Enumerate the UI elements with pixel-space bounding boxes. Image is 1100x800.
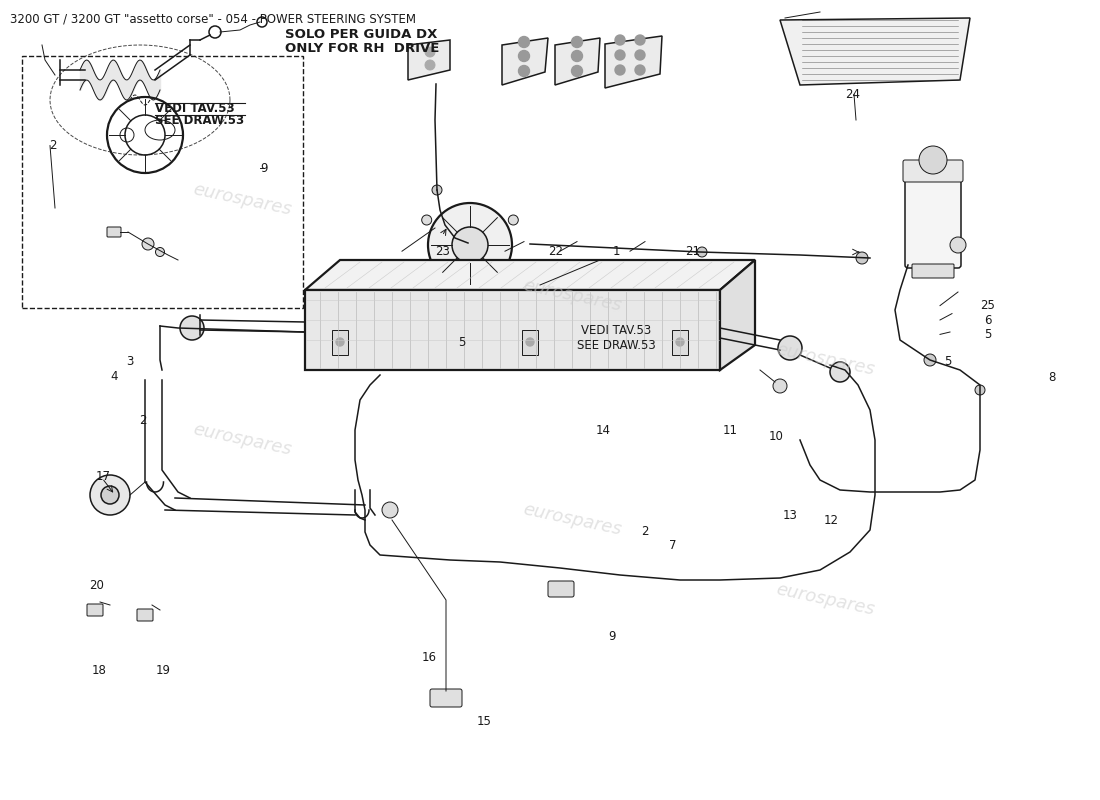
Text: 10: 10 bbox=[769, 430, 784, 442]
Circle shape bbox=[778, 336, 802, 360]
Circle shape bbox=[773, 379, 786, 393]
Circle shape bbox=[615, 65, 625, 75]
Text: 5: 5 bbox=[984, 328, 991, 341]
FancyBboxPatch shape bbox=[672, 330, 688, 355]
Circle shape bbox=[421, 215, 431, 225]
FancyBboxPatch shape bbox=[912, 264, 954, 278]
Text: 14: 14 bbox=[595, 424, 610, 437]
Text: 1: 1 bbox=[613, 245, 619, 258]
Text: 19: 19 bbox=[155, 664, 170, 677]
Circle shape bbox=[382, 502, 398, 518]
Text: 3200 GT / 3200 GT "assetto corse" - 054 - POWER STEERING SYSTEM: 3200 GT / 3200 GT "assetto corse" - 054 … bbox=[10, 12, 416, 25]
Circle shape bbox=[615, 35, 625, 45]
Text: SOLO PER GUIDA DX: SOLO PER GUIDA DX bbox=[285, 28, 438, 41]
Text: 9: 9 bbox=[261, 162, 267, 174]
Circle shape bbox=[526, 338, 534, 346]
FancyBboxPatch shape bbox=[548, 581, 574, 597]
Text: eurospares: eurospares bbox=[774, 581, 876, 619]
Text: 2: 2 bbox=[140, 414, 146, 427]
FancyBboxPatch shape bbox=[903, 160, 962, 182]
Polygon shape bbox=[605, 36, 662, 88]
Text: 16: 16 bbox=[421, 651, 437, 664]
Text: ONLY FOR RH  DRIVE: ONLY FOR RH DRIVE bbox=[285, 42, 439, 55]
FancyBboxPatch shape bbox=[430, 689, 462, 707]
Text: 13: 13 bbox=[782, 509, 797, 522]
Polygon shape bbox=[305, 260, 755, 290]
Text: 24: 24 bbox=[845, 88, 860, 101]
FancyBboxPatch shape bbox=[138, 609, 153, 621]
Text: 15: 15 bbox=[476, 715, 492, 728]
Circle shape bbox=[518, 50, 529, 62]
Polygon shape bbox=[780, 18, 970, 85]
Text: 4: 4 bbox=[111, 370, 118, 382]
FancyBboxPatch shape bbox=[905, 172, 961, 268]
Polygon shape bbox=[720, 260, 755, 370]
Text: SEE DRAW.53: SEE DRAW.53 bbox=[155, 114, 244, 127]
Circle shape bbox=[452, 227, 488, 263]
Circle shape bbox=[508, 215, 518, 225]
FancyBboxPatch shape bbox=[87, 604, 103, 616]
Circle shape bbox=[155, 247, 165, 257]
Polygon shape bbox=[502, 38, 548, 85]
Circle shape bbox=[918, 146, 947, 174]
Text: 6: 6 bbox=[984, 314, 991, 326]
FancyBboxPatch shape bbox=[522, 330, 538, 355]
Text: eurospares: eurospares bbox=[521, 277, 623, 315]
Text: 23: 23 bbox=[434, 245, 450, 258]
Circle shape bbox=[518, 37, 529, 47]
Text: 17: 17 bbox=[96, 470, 111, 483]
FancyBboxPatch shape bbox=[332, 330, 348, 355]
Text: 5: 5 bbox=[945, 355, 952, 368]
Circle shape bbox=[635, 35, 645, 45]
Circle shape bbox=[950, 237, 966, 253]
Circle shape bbox=[635, 50, 645, 60]
Text: eurospares: eurospares bbox=[521, 501, 623, 539]
Circle shape bbox=[924, 354, 936, 366]
Circle shape bbox=[697, 247, 707, 257]
Text: 18: 18 bbox=[91, 664, 107, 677]
Text: 3: 3 bbox=[126, 355, 133, 368]
Text: 21: 21 bbox=[685, 245, 701, 258]
FancyBboxPatch shape bbox=[107, 227, 121, 237]
Circle shape bbox=[975, 385, 984, 395]
Polygon shape bbox=[556, 38, 600, 85]
Text: 22: 22 bbox=[548, 245, 563, 258]
Circle shape bbox=[830, 362, 850, 382]
Circle shape bbox=[856, 252, 868, 264]
Circle shape bbox=[635, 65, 645, 75]
Text: 9: 9 bbox=[608, 630, 615, 642]
Text: eurospares: eurospares bbox=[774, 341, 876, 379]
Text: 7: 7 bbox=[670, 539, 676, 552]
Circle shape bbox=[432, 185, 442, 195]
Text: eurospares: eurospares bbox=[191, 181, 293, 219]
Circle shape bbox=[90, 475, 130, 515]
Text: eurospares: eurospares bbox=[191, 421, 293, 459]
Circle shape bbox=[615, 50, 625, 60]
Text: 20: 20 bbox=[89, 579, 104, 592]
Polygon shape bbox=[305, 290, 720, 370]
Text: 5: 5 bbox=[459, 336, 465, 349]
Circle shape bbox=[572, 37, 583, 47]
Text: 2: 2 bbox=[641, 525, 648, 538]
Text: 25: 25 bbox=[980, 299, 996, 312]
Text: 2: 2 bbox=[50, 139, 56, 152]
Circle shape bbox=[572, 50, 583, 62]
Circle shape bbox=[142, 238, 154, 250]
Circle shape bbox=[336, 338, 344, 346]
Circle shape bbox=[101, 486, 119, 504]
Circle shape bbox=[676, 338, 684, 346]
Circle shape bbox=[572, 66, 583, 77]
Polygon shape bbox=[408, 40, 450, 80]
Text: VEDI TAV.53: VEDI TAV.53 bbox=[155, 102, 234, 115]
Circle shape bbox=[465, 290, 475, 300]
Text: VEDI TAV.53
SEE DRAW.53: VEDI TAV.53 SEE DRAW.53 bbox=[576, 323, 656, 352]
Text: 12: 12 bbox=[824, 514, 839, 526]
Circle shape bbox=[425, 60, 435, 70]
Text: 8: 8 bbox=[1048, 371, 1055, 384]
Circle shape bbox=[428, 203, 512, 287]
Circle shape bbox=[425, 47, 435, 57]
Circle shape bbox=[180, 316, 204, 340]
Circle shape bbox=[518, 66, 529, 77]
Text: 11: 11 bbox=[723, 424, 738, 437]
